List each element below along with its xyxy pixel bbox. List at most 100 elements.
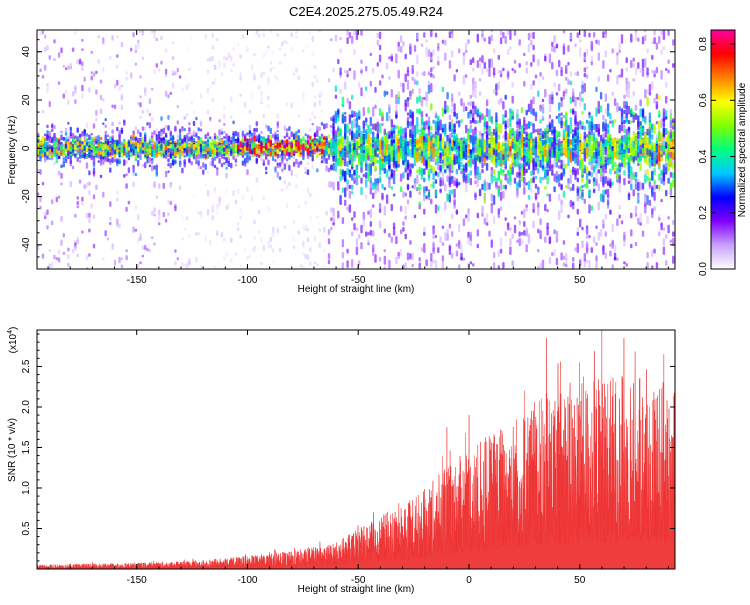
heatmap-cell bbox=[148, 143, 152, 147]
heatmap-cell bbox=[416, 139, 419, 145]
heatmap-cell bbox=[334, 34, 338, 42]
heatmap-cell bbox=[271, 66, 275, 70]
heatmap-cell bbox=[392, 150, 396, 160]
heatmap-cell bbox=[155, 128, 158, 134]
heatmap-cell bbox=[504, 217, 507, 221]
heatmap-cell bbox=[299, 138, 303, 145]
heatmap-cell bbox=[525, 123, 528, 130]
heatmap-cell bbox=[220, 145, 224, 150]
heatmap-cell bbox=[448, 168, 452, 178]
heatmap-cell bbox=[223, 62, 226, 68]
heatmap-cell bbox=[292, 150, 296, 156]
heatmap-cell bbox=[469, 231, 472, 240]
heatmap-cell bbox=[399, 149, 403, 159]
heatmap-cell bbox=[483, 130, 486, 135]
heatmap-cell bbox=[195, 134, 198, 138]
heatmap-cell bbox=[246, 132, 249, 136]
heatmap-cell bbox=[360, 59, 363, 64]
heatmap-cell bbox=[506, 118, 510, 129]
heatmap-cell bbox=[64, 127, 68, 133]
heatmap-cell bbox=[453, 205, 456, 209]
heatmap-cell bbox=[434, 134, 438, 141]
heatmap-cell bbox=[374, 164, 377, 171]
heatmap-cell bbox=[492, 215, 496, 225]
heatmap-cell bbox=[199, 143, 203, 148]
heatmap-cell bbox=[297, 145, 300, 151]
heatmap-cell bbox=[99, 174, 103, 178]
heatmap-cell bbox=[455, 136, 459, 141]
heatmap-cell bbox=[181, 146, 184, 150]
heatmap-cell bbox=[151, 150, 154, 157]
heatmap-cell bbox=[420, 97, 424, 108]
heatmap-cell bbox=[51, 146, 54, 152]
heatmap-cell bbox=[244, 163, 247, 167]
heatmap-cell bbox=[144, 141, 147, 147]
heatmap-cell bbox=[246, 151, 249, 158]
heatmap-cell bbox=[358, 116, 361, 120]
heatmap-cell bbox=[397, 252, 400, 257]
heatmap-cell bbox=[399, 129, 403, 137]
heatmap-cell bbox=[409, 190, 412, 198]
heatmap-cell bbox=[90, 71, 93, 74]
heatmap-cell bbox=[106, 145, 110, 150]
heatmap-cell bbox=[48, 101, 51, 108]
heatmap-cell bbox=[341, 137, 345, 144]
heatmap-cell bbox=[44, 46, 47, 52]
heatmap-cell bbox=[476, 169, 479, 173]
heatmap-cell bbox=[453, 159, 456, 165]
heatmap-cell bbox=[109, 55, 112, 60]
heatmap-cell bbox=[206, 87, 210, 94]
heatmap-cell bbox=[339, 168, 342, 176]
heatmap-cell bbox=[283, 40, 286, 44]
heatmap-cell bbox=[99, 94, 103, 100]
heatmap-cell bbox=[95, 147, 98, 155]
heatmap-cell bbox=[102, 42, 105, 46]
heatmap-cell bbox=[237, 227, 240, 232]
heatmap-cell bbox=[374, 123, 377, 131]
heatmap-cell bbox=[137, 237, 140, 244]
heatmap-cell bbox=[232, 190, 235, 197]
heatmap-cell bbox=[358, 234, 361, 239]
heatmap-cell bbox=[178, 162, 182, 168]
heatmap-cell bbox=[509, 164, 512, 168]
heatmap-cell bbox=[223, 256, 226, 260]
heatmap-cell bbox=[71, 47, 75, 52]
heatmap-cell bbox=[125, 141, 128, 147]
heatmap-cell bbox=[318, 136, 321, 141]
heatmap-cell bbox=[85, 133, 89, 137]
heatmap-cell bbox=[274, 152, 277, 155]
heatmap-cell bbox=[164, 170, 168, 178]
heatmap-cell bbox=[446, 134, 449, 142]
heatmap-cell bbox=[478, 189, 482, 197]
heatmap-cell bbox=[465, 74, 468, 78]
heatmap-cell bbox=[223, 237, 226, 242]
heatmap-cell bbox=[348, 121, 352, 125]
heatmap-cell bbox=[253, 147, 256, 154]
heatmap-cell bbox=[358, 155, 361, 162]
heatmap-cell bbox=[41, 253, 45, 259]
heatmap-cell bbox=[511, 68, 514, 71]
heatmap-cell bbox=[318, 221, 321, 225]
heatmap-cell bbox=[444, 129, 447, 133]
heatmap-cell bbox=[62, 251, 65, 255]
heatmap-cell bbox=[158, 136, 161, 142]
heatmap-cell bbox=[278, 248, 282, 253]
heatmap-cell bbox=[339, 128, 342, 134]
heatmap-cell bbox=[430, 183, 433, 188]
heatmap-cell bbox=[523, 52, 526, 57]
heatmap-cell bbox=[125, 249, 128, 253]
heatmap-cell bbox=[430, 30, 433, 38]
heatmap-cell bbox=[171, 41, 175, 44]
heatmap-cell bbox=[455, 69, 459, 73]
heatmap-cell bbox=[116, 197, 119, 202]
heatmap-cell bbox=[360, 87, 363, 97]
heatmap-cell bbox=[85, 154, 89, 159]
heatmap-cell bbox=[425, 123, 428, 130]
heatmap-cell bbox=[409, 91, 412, 100]
heatmap-cell bbox=[455, 209, 459, 215]
heatmap-cell bbox=[341, 217, 345, 224]
heatmap-cell bbox=[346, 248, 349, 254]
heatmap-cell bbox=[213, 78, 217, 85]
heatmap-cell bbox=[134, 205, 138, 210]
heatmap-cell bbox=[304, 200, 307, 205]
